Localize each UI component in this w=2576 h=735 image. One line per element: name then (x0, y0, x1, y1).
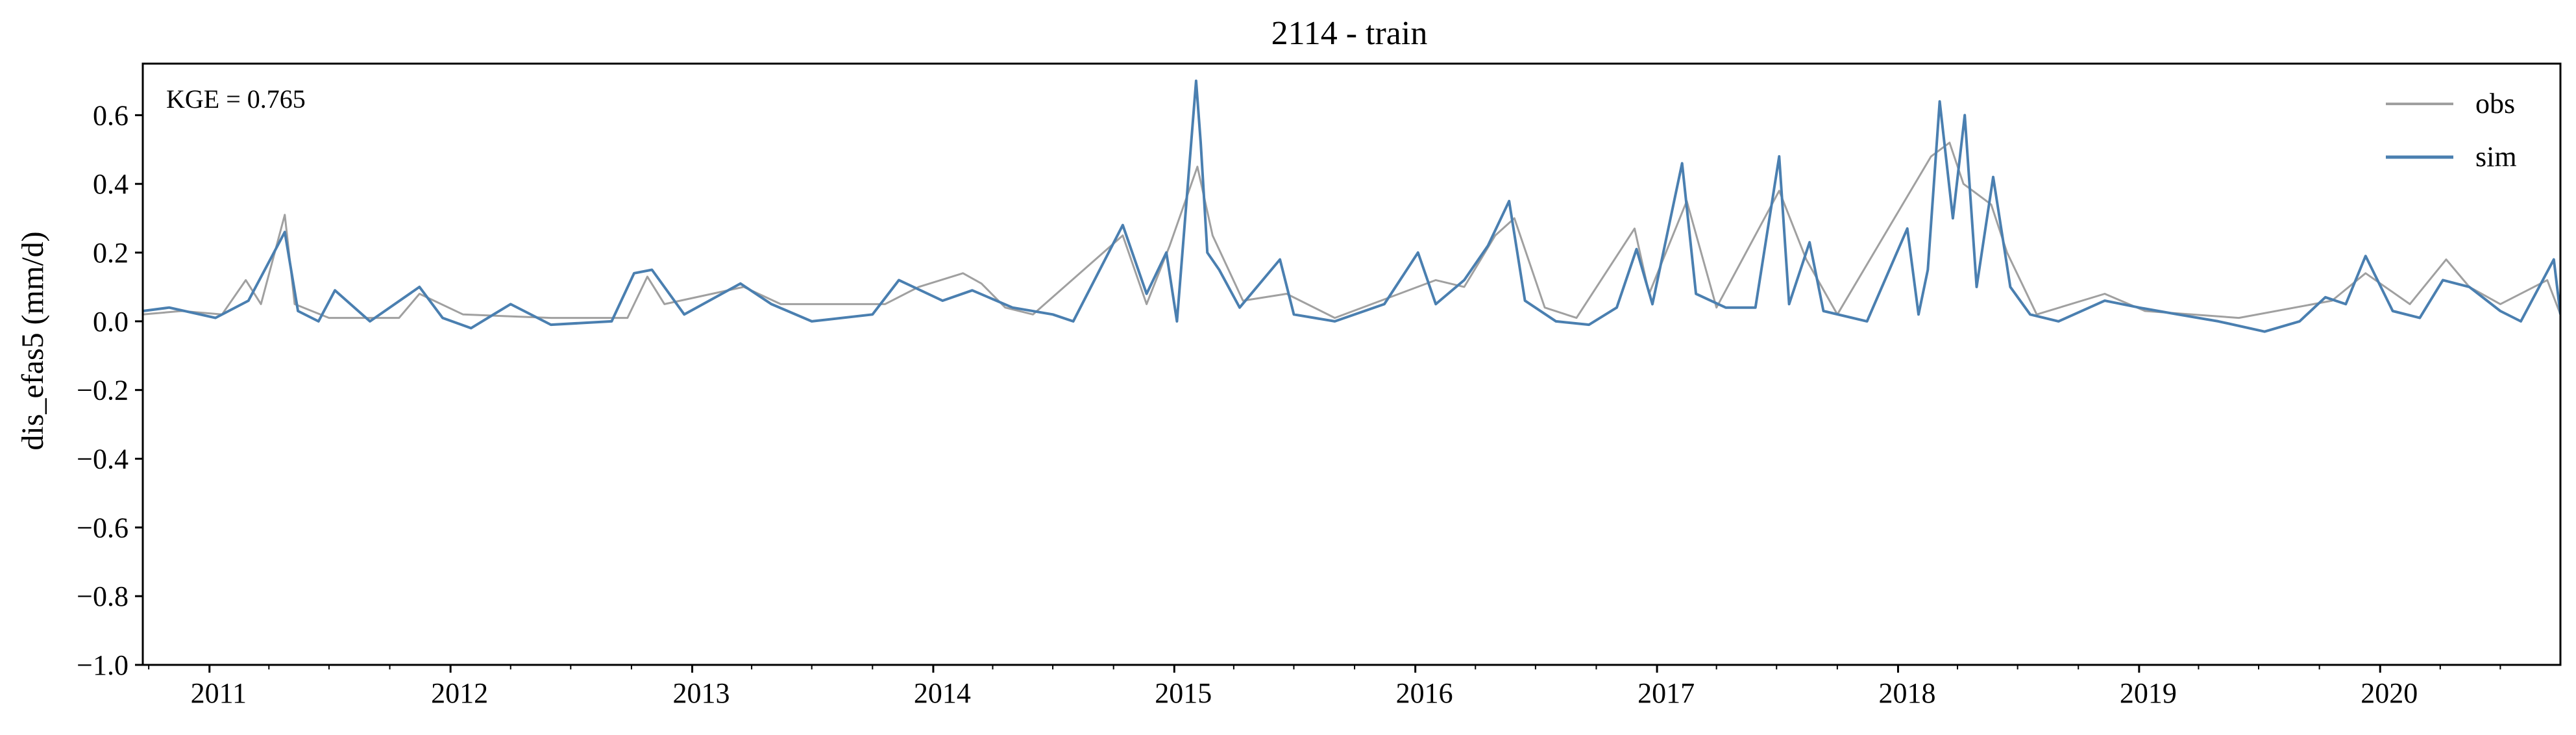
x-tick-label: 2020 (2361, 677, 2418, 709)
y-tick-label: −0.6 (77, 512, 129, 543)
y-tick-label: 0.6 (93, 99, 129, 131)
x-tick-label: 2014 (914, 677, 971, 709)
y-axis: −1.0 −0.8 −0.6 −0.4 −0.2 0.0 0.2 0.4 0.6 (77, 99, 143, 681)
legend-label-sim: sim (2475, 141, 2517, 173)
y-tick-label: −0.2 (77, 375, 129, 406)
x-tick-label: 2011 (191, 677, 247, 709)
chart-title: 2114 - train (1271, 15, 1428, 52)
y-tick-label: 0.0 (93, 306, 129, 338)
x-tick-label: 2015 (1155, 677, 1212, 709)
legend: obs sim (2386, 88, 2517, 173)
x-tick-label: 2018 (1878, 677, 1935, 709)
plot-frame (141, 62, 2562, 666)
series-line-obs (143, 142, 2560, 319)
y-tick-label: −1.0 (77, 649, 129, 681)
x-tick-label: 2016 (1396, 677, 1453, 709)
legend-label-obs: obs (2475, 88, 2515, 119)
x-tick-label: 2012 (431, 677, 488, 709)
x-tick-label: 2013 (673, 677, 730, 709)
series-line-sim (143, 79, 2560, 333)
y-tick-label: 0.4 (93, 168, 129, 200)
x-axis: 2011 2012 2013 2014 2015 2016 2017 2018 2019 2020 (148, 665, 2501, 709)
series-layer (143, 79, 2560, 333)
y-tick-label: 0.2 (93, 237, 129, 269)
x-tick-label: 2017 (1638, 677, 1695, 709)
y-axis-label: dis_efas5 (mm/d) (16, 231, 50, 450)
y-tick-label: −0.4 (77, 443, 129, 475)
y-tick-label: −0.8 (77, 580, 129, 612)
x-tick-label: 2019 (2120, 677, 2177, 709)
kge-annotation: KGE = 0.765 (166, 84, 306, 114)
